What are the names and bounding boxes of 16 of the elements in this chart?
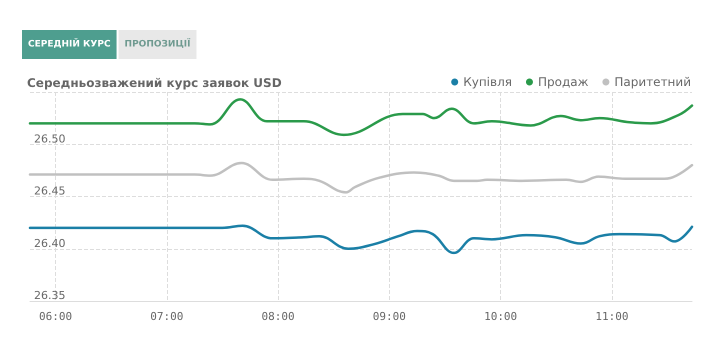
x-tick-label: 09:00 bbox=[372, 310, 406, 323]
legend-label: Паритетний bbox=[614, 75, 692, 89]
x-tick-label: 06:00 bbox=[39, 310, 72, 323]
x-tick-label: 07:00 bbox=[150, 310, 184, 323]
y-tick-label: 26.40 bbox=[34, 236, 66, 250]
legend-label: Купівля bbox=[463, 75, 512, 89]
x-tick-label: 11:00 bbox=[595, 310, 628, 323]
text: СЕРЕДНІЙ КУРС bbox=[28, 38, 111, 50]
y-tick-label: 26.35 bbox=[34, 289, 66, 302]
text: ПРОПОЗИЦІЇ bbox=[124, 38, 192, 50]
y-tick-label: 26.50 bbox=[34, 132, 66, 146]
legend-label: Продаж bbox=[538, 75, 589, 89]
x-tick-label: 08:00 bbox=[262, 310, 295, 323]
y-tick-label: 26.45 bbox=[34, 184, 66, 198]
x-tick-label: 10:00 bbox=[484, 310, 518, 323]
chart-title: Середньозважений курс заявок USD bbox=[27, 76, 282, 90]
